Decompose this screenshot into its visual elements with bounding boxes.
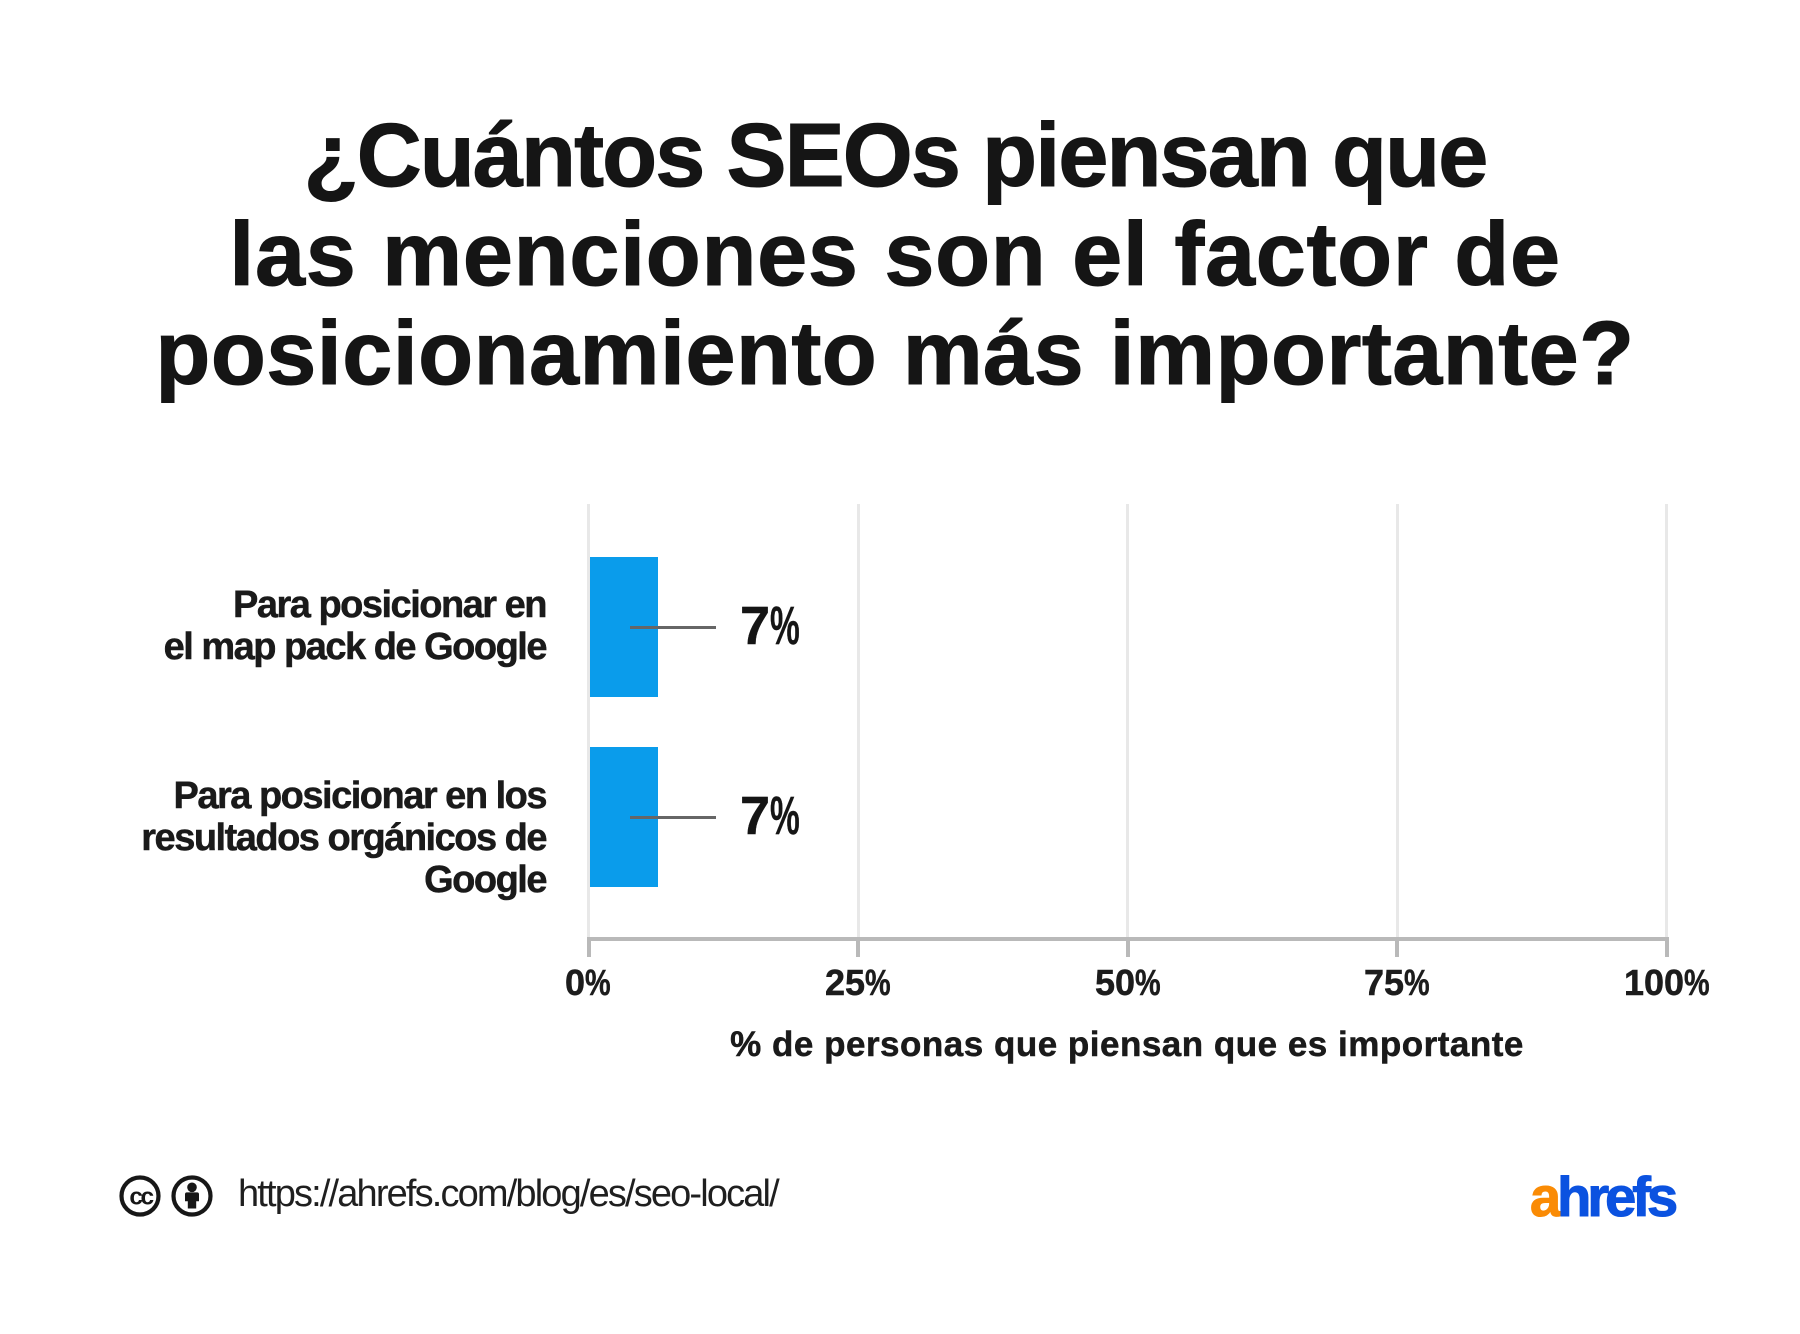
svg-text:cc: cc <box>129 1184 153 1211</box>
